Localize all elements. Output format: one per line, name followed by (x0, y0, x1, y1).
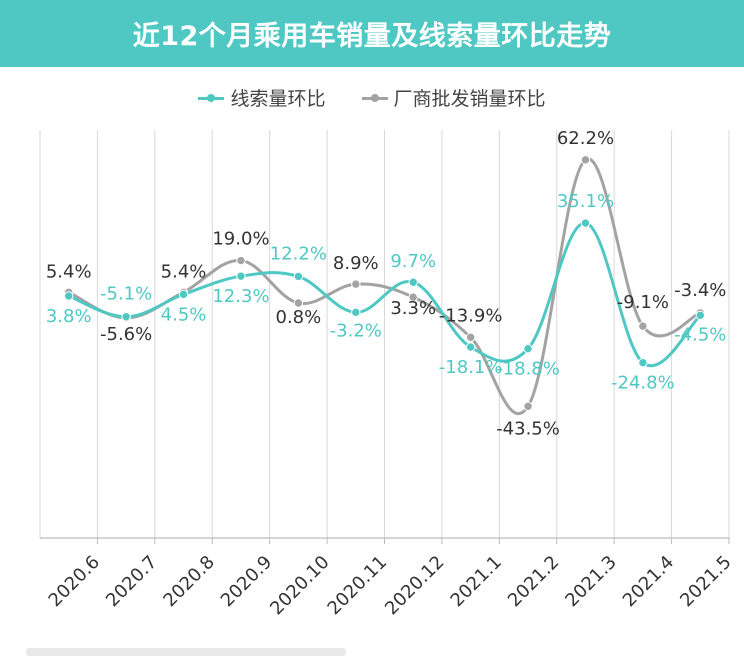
x-tick-label: 2021.4 (619, 552, 678, 611)
data-label-wholesale: -43.5% (496, 418, 560, 439)
data-point-wholesale (408, 292, 418, 302)
x-tick-label: 2020.6 (45, 552, 104, 611)
data-point-leads (580, 218, 591, 228)
data-point-leads (178, 289, 189, 300)
data-label-leads: -5.1% (100, 284, 152, 305)
data-point-leads (695, 310, 705, 321)
data-label-leads: 4.5% (161, 304, 207, 325)
data-label-leads: -3.2% (330, 320, 382, 341)
data-label-wholesale: -5.6% (100, 324, 152, 345)
data-point-wholesale (523, 401, 533, 411)
data-point-wholesale (638, 321, 648, 331)
data-point-leads (236, 271, 246, 281)
data-point-leads (523, 343, 533, 354)
data-label-wholesale: 5.4% (46, 261, 92, 282)
legend-label-wholesale: 厂商批发销量环比 (393, 88, 546, 110)
legend-item-wholesale[interactable]: 厂商批发销量环比 (361, 84, 546, 111)
data-point-leads (638, 357, 648, 368)
data-label-leads: -18.8% (496, 359, 560, 380)
x-tick-label: 2020.11 (324, 552, 391, 619)
source-note-blurred (26, 648, 346, 656)
x-tick-label: 2021.1 (447, 552, 506, 611)
data-label-leads: -4.5% (674, 324, 726, 345)
x-tick-label: 2020.12 (381, 552, 448, 619)
data-point-wholesale (465, 332, 476, 342)
legend-label-leads: 线索量环比 (230, 88, 326, 110)
chart-title: 近12个月乘用车销量及线索量环比走势 (132, 21, 612, 52)
x-tick-label: 2021.2 (504, 552, 563, 611)
data-label-wholesale: 8.9% (333, 253, 379, 274)
data-point-leads (293, 271, 304, 282)
data-label-leads: -24.8% (611, 373, 675, 394)
data-label-wholesale: 62.2% (557, 128, 614, 149)
data-point-leads (351, 307, 361, 318)
data-label-wholesale: -3.4% (674, 280, 726, 301)
data-point-wholesale (351, 279, 361, 289)
x-tick-label: 2020.10 (266, 552, 333, 619)
data-label-leads: 3.8% (46, 306, 92, 327)
data-point-leads (408, 277, 418, 287)
data-label-wholesale: 3.3% (390, 298, 436, 319)
data-label-wholesale: 0.8% (276, 307, 322, 328)
data-point-leads (465, 342, 476, 352)
data-label-leads: 12.3% (212, 286, 269, 307)
legend-swatch-wholesale (361, 91, 388, 105)
x-tick-label: 2020.8 (159, 552, 218, 611)
data-point-leads (64, 291, 74, 301)
x-tick-label: 2020.7 (102, 552, 161, 611)
x-tick-label: 2021.3 (561, 552, 620, 611)
data-label-leads: 9.7% (390, 251, 436, 272)
data-label-leads: 35.1% (557, 191, 614, 212)
data-label-wholesale: 19.0% (212, 229, 269, 250)
data-label-leads: -18.1% (439, 357, 503, 378)
data-label-wholesale: 5.4% (161, 261, 207, 282)
data-point-wholesale (580, 155, 591, 165)
data-point-wholesale (236, 255, 246, 266)
data-point-leads (121, 312, 131, 322)
data-point-wholesale (293, 298, 304, 308)
title-bar: 近12个月乘用车销量及线索量环比走势 (0, 0, 744, 67)
data-label-leads: 12.2% (270, 243, 327, 264)
legend-swatch-leads (198, 91, 225, 105)
x-tick-label: 2021.5 (676, 552, 735, 611)
data-label-wholesale: -9.1% (617, 292, 669, 313)
legend-item-leads[interactable]: 线索量环比 (198, 84, 326, 111)
legend: 线索量环比 厂商批发销量环比 (0, 84, 744, 111)
data-label-wholesale: -13.9% (439, 305, 503, 326)
